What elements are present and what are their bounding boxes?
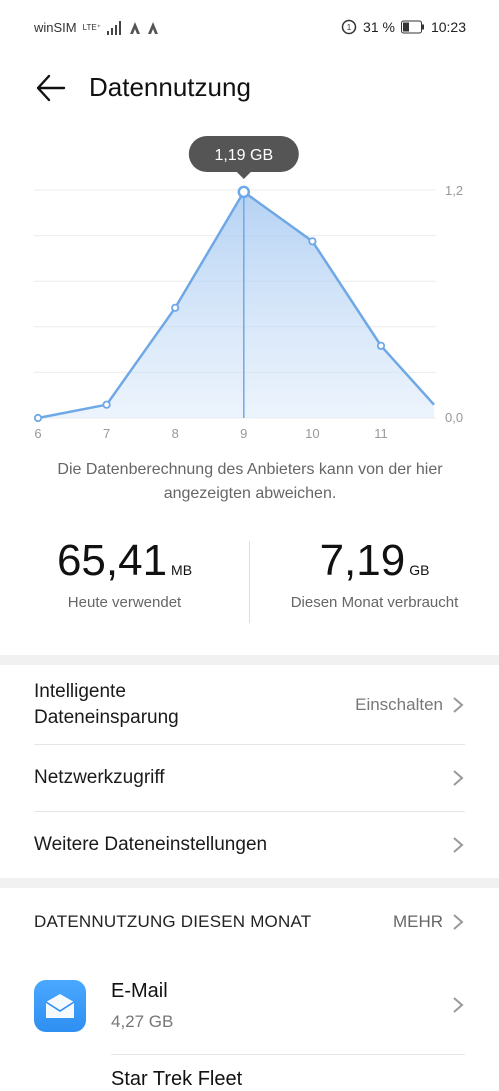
y-tick-label: 0,0 <box>445 410 463 425</box>
app-name: E-Mail <box>111 980 168 1002</box>
row-divider <box>34 811 465 812</box>
usage-stats: 65,41 MB Heute verwendet 7,19 GB Diesen Mo… <box>0 536 499 626</box>
chevron-right-icon <box>453 770 464 786</box>
x-tick-label: 9 <box>240 426 247 441</box>
envelope-icon <box>45 994 75 1018</box>
tooltip-label: 1,19 GB <box>214 147 273 164</box>
email-app-icon <box>34 980 86 1032</box>
battery-icon <box>400 20 424 34</box>
tooltip-pointer <box>236 172 251 179</box>
today-label: Heute verwendet <box>67 594 182 611</box>
today-unit: MB <box>171 562 193 578</box>
app-notification-icon-2 <box>147 21 158 34</box>
x-tick-label: 8 <box>172 426 179 441</box>
more-data-settings-label: Weitere Dateneinstellungen <box>34 834 268 855</box>
smart-label-line2: Dateneinsparung <box>34 707 179 728</box>
app-data-size: 4,27 GB <box>111 1012 174 1031</box>
x-tick-label: 7 <box>103 426 110 441</box>
app-usage-row[interactable] <box>0 965 499 1053</box>
back-arrow-icon[interactable] <box>34 71 68 105</box>
monthly-usage-heading: DATENNUTZUNG DIESEN MONAT <box>34 912 312 931</box>
section-separator <box>0 878 499 888</box>
usage-chart-svg: 6 7 8 9 10 11 1,2 0,0 1,19 GB <box>33 136 463 441</box>
month-stat: 7,19 GB Diesen Monat verbraucht <box>250 536 499 611</box>
chevron-right-icon <box>453 997 464 1013</box>
section-separator <box>0 655 499 665</box>
status-left: winSIM LTE⁺ <box>34 20 159 35</box>
smart-label-line1: Intelligente <box>34 681 126 702</box>
chart-point <box>102 400 111 409</box>
smart-data-saver-label: Intelligente Dateneinsparung <box>34 679 179 731</box>
x-tick-label: 10 <box>305 426 319 441</box>
y-tick-label: 1,2 <box>445 183 463 198</box>
month-label: Diesen Monat verbraucht <box>290 594 459 611</box>
chart-point <box>376 341 386 350</box>
more-link[interactable]: MEHR <box>392 912 443 931</box>
status-bar: winSIM LTE⁺ 1 31 % 10:23 <box>0 0 499 56</box>
today-value: 65,41 <box>56 536 168 585</box>
carrier-label: winSIM <box>34 20 77 35</box>
x-tick-label: 6 <box>34 426 41 441</box>
chart-point <box>33 413 43 423</box>
network-access-row[interactable]: Netzwerkzugriff <box>0 745 499 811</box>
chart-point <box>171 303 180 312</box>
chevron-right-icon <box>453 837 464 853</box>
network-type: LTE⁺ <box>82 23 101 32</box>
signal-icon <box>106 20 121 35</box>
battery-percent: 31 % <box>363 19 395 35</box>
tooltip-bubble <box>188 136 299 172</box>
chevron-right-icon[interactable] <box>452 913 464 931</box>
svg-text:1: 1 <box>347 23 352 32</box>
provider-note: Die Datenberechnung des Anbieters kann v… <box>57 461 443 502</box>
month-unit: GB <box>409 562 430 578</box>
clock: 10:23 <box>430 19 466 35</box>
usage-chart[interactable]: 6 7 8 9 10 11 1,2 0,0 1,19 GB <box>0 130 499 445</box>
chart-point <box>308 237 317 246</box>
app-notification-icon <box>129 21 140 34</box>
row-divider <box>111 1054 465 1055</box>
smart-data-saver-value: Einschalten <box>355 695 443 714</box>
month-value: 7,19 <box>319 536 406 585</box>
network-access-label: Netzwerkzugriff <box>34 767 165 788</box>
chevron-right-icon <box>453 697 464 713</box>
chart-area <box>38 191 434 418</box>
x-tick-label: 11 <box>374 426 388 441</box>
data-saver-icon: 1 <box>341 19 357 35</box>
more-data-settings-row[interactable]: Weitere Dateneinstellungen <box>0 812 499 878</box>
page-title: Datennutzung <box>89 72 251 102</box>
stats-divider <box>249 541 250 623</box>
app-header: Datennutzung <box>0 56 499 118</box>
today-stat: 65,41 MB Heute verwendet <box>0 536 249 611</box>
status-right: 1 31 % 10:23 <box>341 19 466 35</box>
chart-point <box>237 185 251 199</box>
smart-data-saver-row[interactable]: Intelligente Dateneinsparung Einschalten <box>0 665 499 744</box>
row-divider <box>34 744 465 745</box>
